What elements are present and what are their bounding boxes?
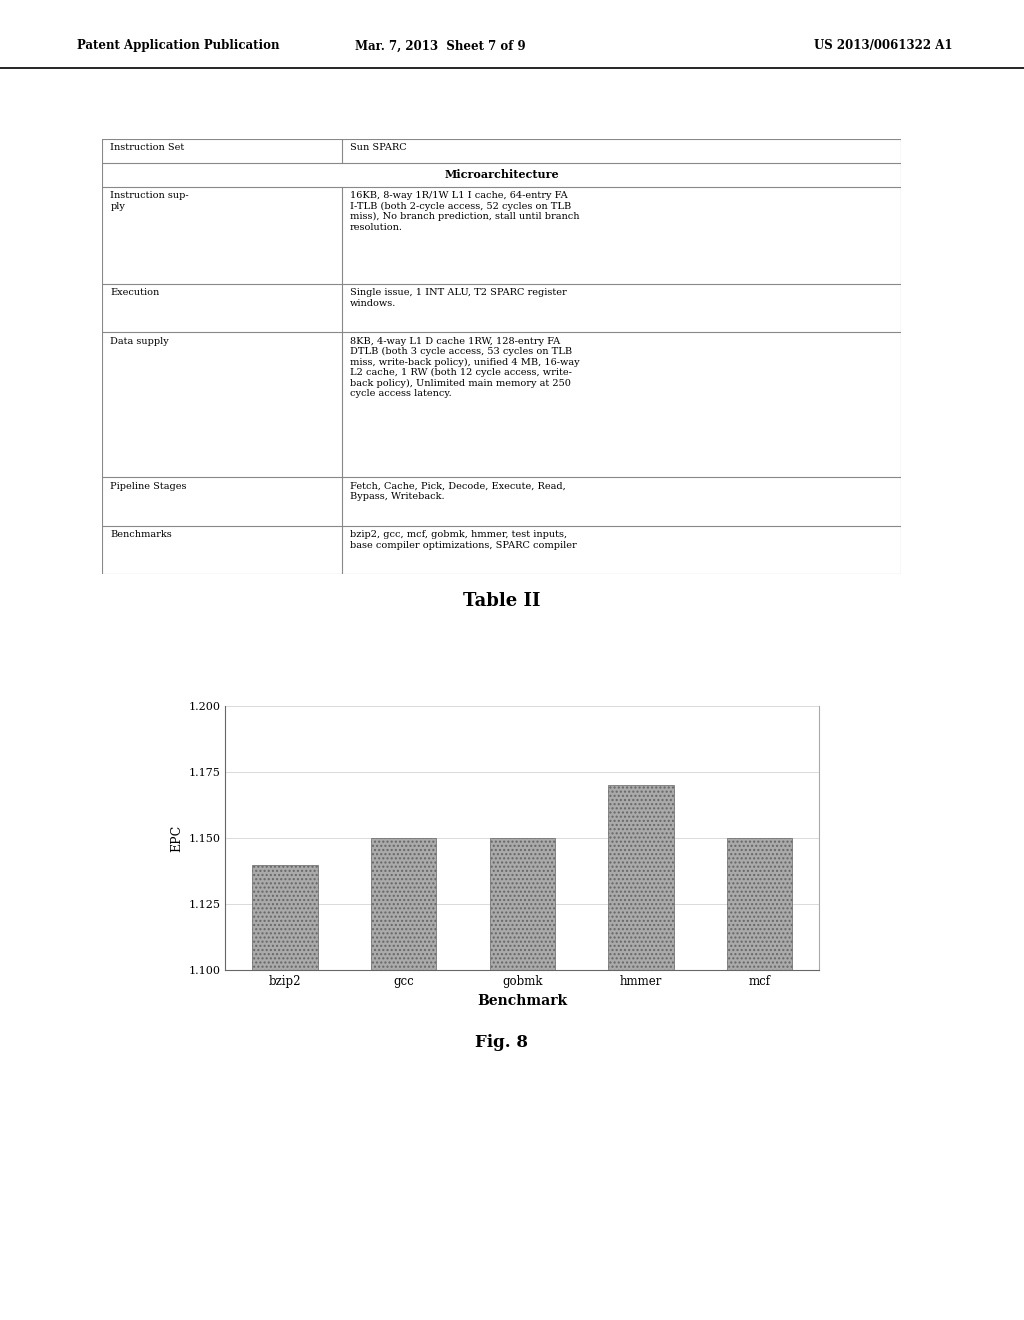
Text: Microarchitecture: Microarchitecture — [444, 169, 559, 181]
Text: Fig. 8: Fig. 8 — [475, 1035, 528, 1051]
Text: US 2013/0061322 A1: US 2013/0061322 A1 — [814, 40, 952, 53]
Text: Data supply: Data supply — [111, 337, 169, 346]
Bar — [608, 785, 674, 1320]
Text: Execution: Execution — [111, 288, 160, 297]
Text: Table II: Table II — [463, 591, 541, 610]
Bar — [727, 838, 793, 1320]
Text: Instruction Set: Instruction Set — [111, 143, 184, 152]
Text: Fetch, Cache, Pick, Decode, Execute, Read,
Bypass, Writeback.: Fetch, Cache, Pick, Decode, Execute, Rea… — [350, 482, 565, 502]
X-axis label: Benchmark: Benchmark — [477, 994, 567, 1007]
Text: Pipeline Stages: Pipeline Stages — [111, 482, 187, 491]
Text: Single issue, 1 INT ALU, T2 SPARC register
windows.: Single issue, 1 INT ALU, T2 SPARC regist… — [350, 288, 566, 308]
Text: bzip2, gcc, mcf, gobmk, hmmer, test inputs,
base compiler optimizations, SPARC c: bzip2, gcc, mcf, gobmk, hmmer, test inpu… — [350, 531, 577, 549]
Text: Sun SPARC: Sun SPARC — [350, 143, 407, 152]
Text: 8KB, 4-way L1 D cache 1RW, 128-entry FA
DTLB (both 3 cycle access, 53 cycles on : 8KB, 4-way L1 D cache 1RW, 128-entry FA … — [350, 337, 580, 399]
Bar — [252, 865, 317, 1320]
Bar — [371, 838, 436, 1320]
Text: 16KB, 8-way 1R/1W L1 I cache, 64-entry FA
I-TLB (both 2-cycle access, 52 cycles : 16KB, 8-way 1R/1W L1 I cache, 64-entry F… — [350, 191, 580, 232]
Text: Benchmarks: Benchmarks — [111, 531, 172, 539]
Text: Patent Application Publication: Patent Application Publication — [77, 40, 280, 53]
Bar — [489, 838, 555, 1320]
Text: Instruction sup-
ply: Instruction sup- ply — [111, 191, 189, 211]
Text: Mar. 7, 2013  Sheet 7 of 9: Mar. 7, 2013 Sheet 7 of 9 — [355, 40, 525, 53]
Y-axis label: EPC: EPC — [170, 825, 183, 851]
